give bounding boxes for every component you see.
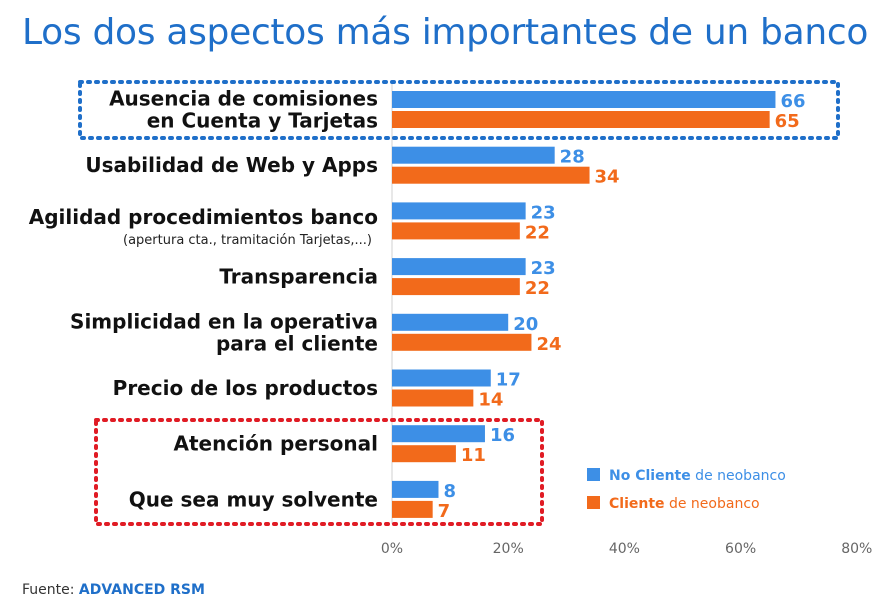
bar-cliente <box>392 389 474 407</box>
category-label: Agilidad procedimientos banco <box>29 205 378 229</box>
bar-cliente <box>392 500 433 518</box>
data-label-cliente: 7 <box>438 501 451 522</box>
category-label: Que sea muy solvente <box>129 487 378 511</box>
category-label: Usabilidad de Web y Apps <box>85 153 378 177</box>
bar-no_cliente <box>392 480 439 498</box>
bar-no_cliente <box>392 91 776 108</box>
x-tick-label: 0% <box>381 541 403 557</box>
legend-label-no_cliente: No Cliente de neobanco <box>609 468 786 484</box>
source-note: Fuente: ADVANCED RSM <box>22 582 205 598</box>
data-label-no_cliente: 23 <box>531 202 556 223</box>
category-label: Simplicidad en la operativa <box>70 309 378 333</box>
category-label: Ausencia de comisiones <box>109 87 378 111</box>
bar-cliente <box>392 111 770 128</box>
x-tick-label: 40% <box>609 541 640 557</box>
data-label-cliente: 22 <box>525 222 550 243</box>
bar-cliente <box>392 445 456 463</box>
bar-no_cliente <box>392 258 526 276</box>
bar-cliente <box>392 166 590 184</box>
bar-cliente <box>392 333 532 351</box>
data-label-no_cliente: 20 <box>513 314 538 335</box>
bar-no_cliente <box>392 202 526 220</box>
legend-swatch-cliente <box>587 496 600 509</box>
data-label-cliente: 65 <box>775 111 800 132</box>
bar-no_cliente <box>392 369 491 387</box>
legend-swatch-no_cliente <box>587 468 600 481</box>
x-tick-label: 60% <box>725 541 756 557</box>
source-name: ADVANCED RSM <box>78 582 205 598</box>
highlight-box-blue <box>78 80 840 140</box>
data-label-cliente: 11 <box>461 445 486 466</box>
category-label: Transparencia <box>219 265 378 289</box>
x-tick-label: 20% <box>493 541 524 557</box>
category-label: en Cuenta y Tarjetas <box>147 109 378 133</box>
highlight-box-red <box>94 418 544 526</box>
category-label: para el cliente <box>216 331 378 355</box>
data-label-cliente: 24 <box>536 334 561 355</box>
data-label-no_cliente: 16 <box>490 425 515 446</box>
data-label-no_cliente: 66 <box>780 91 805 112</box>
data-label-cliente: 14 <box>478 390 503 411</box>
bar-cliente <box>392 278 520 296</box>
category-label: Atención personal <box>174 432 378 456</box>
bar-cliente <box>392 222 520 240</box>
data-label-no_cliente: 17 <box>496 370 521 391</box>
data-label-cliente: 34 <box>595 167 620 188</box>
category-sublabel: (apertura cta., tramitación Tarjetas,...… <box>123 233 372 248</box>
data-label-no_cliente: 28 <box>560 147 585 168</box>
source-prefix: Fuente: <box>22 582 79 598</box>
data-label-cliente: 22 <box>525 278 550 299</box>
legend-label-cliente: Cliente de neobanco <box>609 496 760 512</box>
bar-no_cliente <box>392 425 485 443</box>
data-label-no_cliente: 8 <box>443 481 456 502</box>
chart-title: Los dos aspectos más importantes de un b… <box>22 12 869 53</box>
data-label-no_cliente: 23 <box>531 258 556 279</box>
category-label: Precio de los productos <box>113 376 378 400</box>
bar-no_cliente <box>392 146 555 164</box>
x-tick-label: 80% <box>841 541 872 557</box>
bar-no_cliente <box>392 313 509 331</box>
